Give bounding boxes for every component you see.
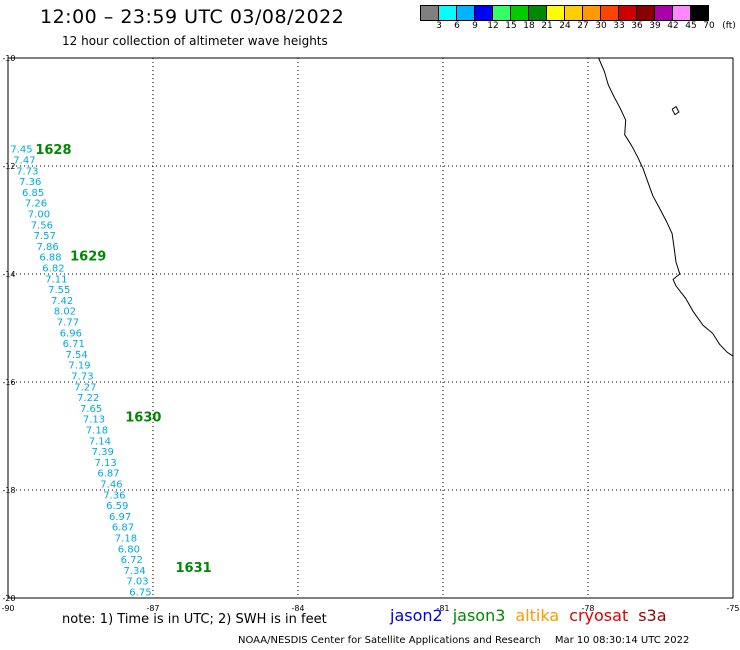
- legend-label: 39: [649, 21, 661, 31]
- legend-label: 27: [577, 21, 589, 31]
- pass-time-label: 1631: [176, 561, 212, 576]
- swh-value: 7.77: [57, 318, 79, 329]
- swh-value: 7.56: [31, 220, 53, 231]
- legend-label: 6: [454, 21, 460, 31]
- color-legend: [420, 5, 709, 21]
- swh-value: 7.54: [66, 350, 88, 361]
- swh-value: 7.13: [83, 415, 105, 426]
- satellite-altika: altika: [515, 606, 560, 625]
- swh-value: 6.96: [60, 328, 82, 339]
- legend-label: 70: [703, 21, 715, 31]
- satellite-jason3: jason3: [452, 606, 506, 625]
- satellite-jason2: jason2: [390, 606, 443, 625]
- swh-value: 6.87: [97, 469, 119, 480]
- satellite-legend: jason2 jason3 altika cryosat s3a: [390, 606, 677, 625]
- swh-value: 6.71: [63, 339, 85, 350]
- legend-label: 21: [541, 21, 553, 31]
- legend-label: 45: [685, 21, 697, 31]
- credit-footer: NOAA/NESDIS Center for Satellite Applica…: [238, 635, 689, 646]
- swh-value: 7.14: [89, 436, 111, 447]
- swh-value: 7.11: [45, 274, 67, 285]
- y-tick-label: -12: [2, 162, 15, 171]
- swh-value: 7.39: [92, 447, 114, 458]
- swh-value: 7.13: [95, 458, 117, 469]
- legend-label: 3: [436, 21, 442, 31]
- y-tick-label: -18: [2, 486, 15, 495]
- swh-value: 7.03: [126, 577, 148, 588]
- swh-value: 7.42: [51, 296, 73, 307]
- swh-value: 6.97: [109, 512, 131, 523]
- swh-value: 7.65: [80, 404, 102, 415]
- swh-value: 7.57: [34, 231, 56, 242]
- swh-value: 6.80: [118, 544, 140, 555]
- swh-value: 6.87: [112, 523, 134, 534]
- x-tick-label: -78: [581, 604, 594, 613]
- x-tick-label: -87: [146, 604, 159, 613]
- swh-value: 7.18: [86, 426, 108, 437]
- swh-value: 7.26: [25, 199, 47, 210]
- swh-value: 7.45: [10, 145, 32, 156]
- pass-time-label: 1630: [125, 411, 161, 426]
- map-frame: [7, 57, 734, 599]
- swh-value: 6.59: [106, 501, 128, 512]
- swh-value: 7.00: [28, 210, 50, 221]
- legend-label: 12: [487, 21, 499, 31]
- swh-value: 7.34: [124, 566, 146, 577]
- swh-value: 6.88: [39, 253, 61, 264]
- x-tick-label: -75: [726, 604, 739, 613]
- island-outline: [671, 105, 680, 116]
- legend-label: 24: [559, 21, 571, 31]
- legend-label: 36: [631, 21, 643, 31]
- legend-label: 18: [523, 21, 535, 31]
- footnote: note: 1) Time is in UTC; 2) SWH is in fe…: [62, 612, 327, 627]
- legend-swatch: [690, 5, 709, 21]
- satellite-s3a: s3a: [638, 606, 667, 625]
- legend-label: 42: [667, 21, 679, 31]
- swh-value: 7.73: [16, 166, 38, 177]
- color-legend-labels: 3 6 9 12 15 18 21 24 27 30 33 36 39 42 45 70 (ft): [421, 21, 740, 33]
- swh-value: 7.47: [13, 156, 35, 167]
- swh-value: 7.36: [19, 177, 41, 188]
- swh-value: 6.75: [129, 588, 151, 599]
- map-title: 12:00 – 23:59 UTC 03/08/2022: [40, 6, 345, 28]
- y-tick-label: -10: [2, 54, 15, 63]
- swh-value: 7.86: [37, 242, 59, 253]
- x-tick-label: -84: [291, 604, 304, 613]
- swh-value: 6.72: [121, 555, 143, 566]
- swh-value: 7.36: [103, 490, 125, 501]
- coastline: [598, 57, 734, 357]
- swh-value: 7.55: [48, 285, 70, 296]
- generated-timestamp: Mar 10 08:30:14 UTC 2022: [554, 635, 690, 646]
- swh-value: 7.27: [74, 382, 96, 393]
- swh-value: 6.82: [42, 264, 64, 275]
- legend-unit: (ft): [722, 21, 736, 31]
- swh-value: 8.02: [54, 307, 76, 318]
- x-tick-label: -90: [1, 604, 14, 613]
- swh-value: 7.73: [71, 372, 93, 383]
- x-tick-label: -81: [436, 604, 449, 613]
- swh-value: 7.18: [115, 534, 137, 545]
- legend-label: 30: [595, 21, 607, 31]
- swh-value: 6.85: [22, 188, 44, 199]
- legend-label: 33: [613, 21, 625, 31]
- swh-value: 7.19: [68, 361, 90, 372]
- credit-text: NOAA/NESDIS Center for Satellite Applica…: [238, 635, 541, 646]
- pass-time-label: 1629: [70, 250, 106, 265]
- y-tick-label: -14: [2, 270, 15, 279]
- swh-value: 7.46: [100, 480, 122, 491]
- legend-label: 9: [472, 21, 478, 31]
- map-subtitle: 12 hour collection of altimeter wave hei…: [62, 34, 328, 48]
- satellite-cryosat: cryosat: [569, 606, 629, 625]
- y-tick-label: -20: [2, 594, 15, 603]
- legend-label: 15: [505, 21, 517, 31]
- swh-value: 7.22: [77, 393, 99, 404]
- y-tick-label: -16: [2, 378, 15, 387]
- pass-time-label: 1628: [35, 143, 71, 158]
